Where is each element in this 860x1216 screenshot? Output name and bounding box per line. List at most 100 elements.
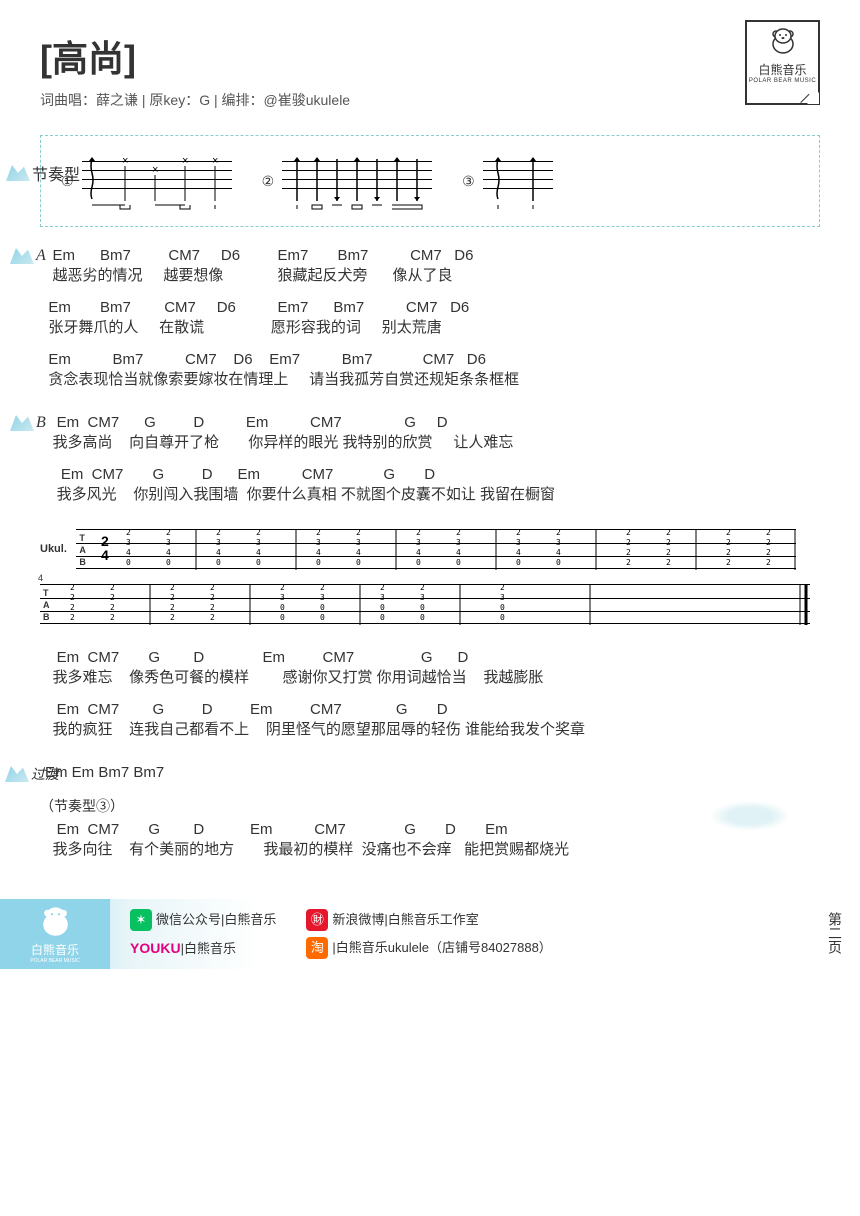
- svg-text:2: 2: [626, 558, 631, 567]
- svg-text:2: 2: [456, 528, 461, 537]
- svg-text:3: 3: [126, 538, 131, 547]
- svg-text:3: 3: [320, 593, 325, 602]
- svg-text:3: 3: [420, 593, 425, 602]
- section-a-label: A: [36, 247, 46, 265]
- svg-text:0: 0: [356, 558, 361, 567]
- svg-text:3: 3: [216, 538, 221, 547]
- svg-text:×: ×: [212, 155, 218, 167]
- svg-text:0: 0: [500, 613, 505, 622]
- chord-row: Em Bm7 CM7 D6 Em7 Bm7 CM7 D6 越恶劣的情况 越要想像…: [40, 247, 820, 285]
- svg-text:3: 3: [166, 538, 171, 547]
- svg-text:0: 0: [166, 558, 171, 567]
- section-a: A Em Bm7 CM7 D6 Em7 Bm7 CM7 D6 越恶劣的情况 越要…: [40, 247, 820, 389]
- section-b: B Em CM7 G D Em CM7 G D 我多高尚 向自尊开了枪 你异样的…: [40, 414, 820, 504]
- svg-text:3: 3: [556, 538, 561, 547]
- pattern-note: （节奏型③）: [40, 796, 820, 816]
- svg-text:3: 3: [456, 538, 461, 547]
- svg-text:2: 2: [626, 538, 631, 547]
- svg-text:2: 2: [170, 603, 175, 612]
- svg-text:4: 4: [416, 548, 421, 557]
- svg-text:0: 0: [420, 603, 425, 612]
- chord-row: Em CM7 G D Em CM7 G D 我多难忘 像秀色可餐的模样 感谢你又…: [40, 649, 820, 687]
- svg-text:0: 0: [516, 558, 521, 567]
- pattern-3: ③: [462, 151, 553, 211]
- svg-text:0: 0: [126, 558, 131, 567]
- chord-row: Em CM7 G D Em CM7 G D Em 我多向往 有个美丽的地方 我最…: [40, 821, 820, 859]
- svg-text:0: 0: [380, 603, 385, 612]
- tab-line-1: Ukul. TAB 24 2340 2340 2340 2340 2340 23…: [40, 529, 820, 569]
- svg-text:3: 3: [316, 538, 321, 547]
- svg-text:4: 4: [516, 548, 521, 557]
- pattern-2: ②: [262, 151, 433, 211]
- section-b-label: B: [36, 414, 46, 432]
- svg-text:2: 2: [320, 583, 325, 592]
- interlude: 过渡 Em Em Bm7 Bm7: [40, 764, 820, 781]
- weibo-icon: ㊖: [306, 909, 328, 931]
- svg-text:2: 2: [170, 613, 175, 622]
- svg-text:2: 2: [416, 528, 421, 537]
- svg-text:4: 4: [126, 548, 131, 557]
- chord-row: Em Bm7 CM7 D6 Em7 Bm7 CM7 D6 贪念表现恰当就像索要嫁…: [40, 351, 820, 389]
- svg-text:2: 2: [110, 613, 115, 622]
- svg-text:0: 0: [216, 558, 221, 567]
- mountain-icon: [6, 165, 30, 181]
- svg-text:2: 2: [110, 593, 115, 602]
- youku-icon: YOUKU: [130, 940, 181, 956]
- taobao-icon: 淘: [306, 937, 328, 959]
- tab-line-2: TAB 4 2222 2222 2222 2222 2300 2300 2300…: [40, 584, 820, 624]
- svg-text:2: 2: [726, 548, 731, 557]
- svg-text:2: 2: [166, 528, 171, 537]
- mountain-icon: [10, 415, 34, 431]
- strum-pattern-box: 节奏型 ① × × × × ②: [40, 135, 820, 227]
- chord-row: Em CM7 G D Em CM7 G D 我多高尚 向自尊开了枪 你异样的眼光…: [40, 414, 820, 452]
- svg-text:2: 2: [110, 603, 115, 612]
- svg-text:0: 0: [500, 603, 505, 612]
- svg-text:2: 2: [126, 528, 131, 537]
- section-final: Em CM7 G D Em CM7 G D Em 我多向往 有个美丽的地方 我最…: [40, 821, 820, 859]
- svg-text:3: 3: [416, 538, 421, 547]
- pattern-1: ① × × × ×: [61, 151, 232, 211]
- bear-icon: [747, 26, 818, 59]
- chord-row: Em Bm7 CM7 D6 Em7 Bm7 CM7 D6 张牙舞爪的人 在散谎 …: [40, 299, 820, 337]
- svg-text:2: 2: [766, 538, 771, 547]
- interlude-label: 过渡: [31, 764, 59, 784]
- svg-text:0: 0: [256, 558, 261, 567]
- svg-text:2: 2: [356, 528, 361, 537]
- svg-text:2: 2: [766, 558, 771, 567]
- footer-col-left: ✶微信公众号|白熊音乐 YOUKU|白熊音乐: [130, 906, 276, 963]
- footer-logo: 白熊音乐 POLAR BEAR MUSIC: [0, 899, 110, 969]
- cloud-icon: [710, 801, 790, 831]
- logo-text-cn: 白熊音乐: [747, 61, 818, 78]
- svg-text:2: 2: [70, 603, 75, 612]
- svg-text:3: 3: [256, 538, 261, 547]
- svg-text:2: 2: [726, 558, 731, 567]
- svg-text:2: 2: [766, 548, 771, 557]
- svg-text:2: 2: [110, 583, 115, 592]
- svg-text:2: 2: [626, 548, 631, 557]
- svg-text:0: 0: [320, 603, 325, 612]
- svg-text:×: ×: [122, 155, 128, 167]
- page-number: 第二页: [825, 912, 845, 954]
- svg-text:2: 2: [70, 613, 75, 622]
- svg-text:4: 4: [101, 547, 109, 563]
- song-title: [高尚]: [40, 30, 820, 82]
- svg-text:2: 2: [210, 583, 215, 592]
- svg-text:2: 2: [256, 528, 261, 537]
- svg-text:2: 2: [380, 583, 385, 592]
- svg-text:4: 4: [456, 548, 461, 557]
- svg-text:2: 2: [420, 583, 425, 592]
- svg-text:2: 2: [280, 583, 285, 592]
- svg-text:0: 0: [380, 613, 385, 622]
- svg-text:4: 4: [166, 548, 171, 557]
- mountain-icon: [5, 766, 29, 782]
- svg-text:4: 4: [556, 548, 561, 557]
- svg-text:2: 2: [216, 528, 221, 537]
- svg-text:2: 2: [726, 528, 731, 537]
- svg-text:3: 3: [500, 593, 505, 602]
- wechat-icon: ✶: [130, 909, 152, 931]
- svg-text:0: 0: [316, 558, 321, 567]
- header: [高尚] 词曲唱：薛之谦 | 原key：G | 编排：@崔骏ukulele: [0, 0, 860, 120]
- credits: 词曲唱：薛之谦 | 原key：G | 编排：@崔骏ukulele: [40, 90, 820, 110]
- brand-logo: 白熊音乐 POLAR BEAR MUSIC: [745, 20, 820, 105]
- mountain-icon: [10, 248, 34, 264]
